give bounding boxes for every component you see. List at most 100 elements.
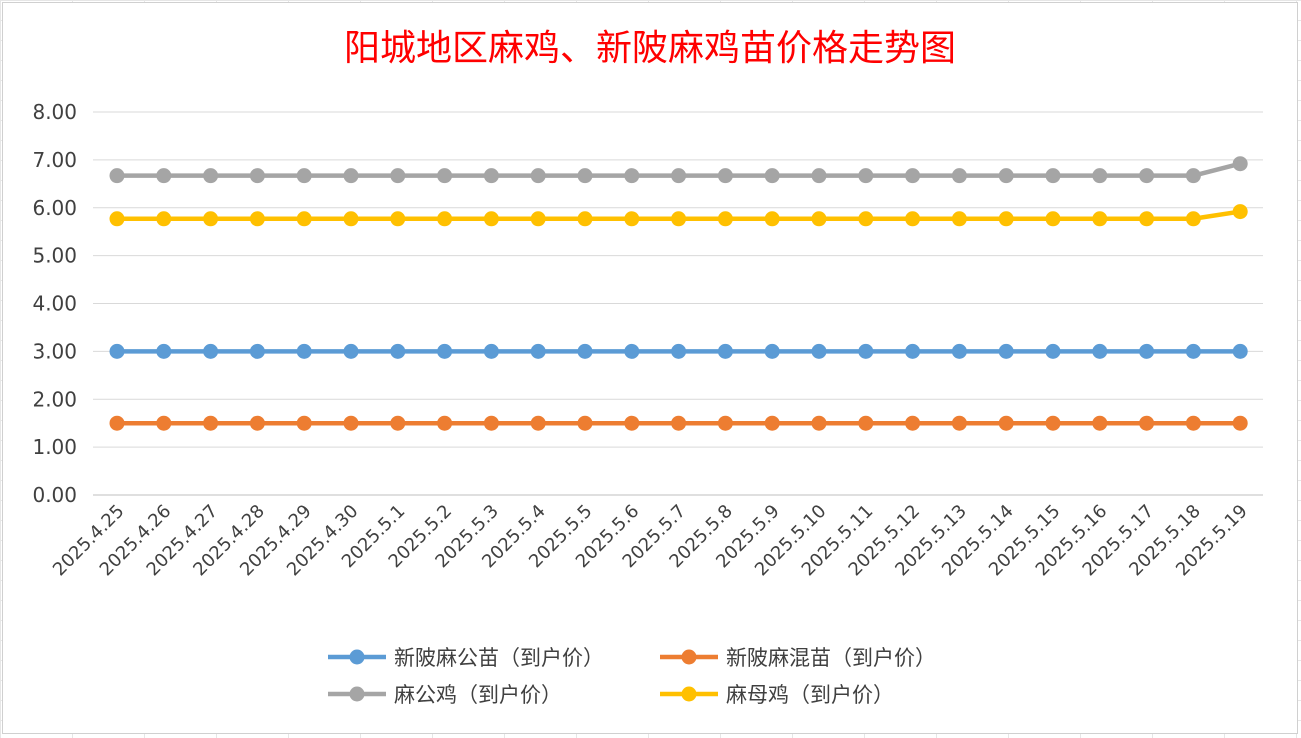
data-point	[764, 168, 780, 184]
data-point	[1232, 156, 1248, 172]
legend-item[interactable]: 新陂麻公苗（到户价）	[328, 646, 604, 670]
data-point	[156, 415, 172, 431]
legend-item[interactable]: 麻母鸡（到户价）	[660, 683, 894, 707]
data-point	[343, 211, 359, 227]
data-point	[624, 343, 640, 359]
data-point	[905, 168, 921, 184]
data-point	[390, 211, 406, 227]
data-point	[717, 168, 733, 184]
chart-title: 阳城地区麻鸡、新陂麻鸡苗价格走势图	[344, 28, 956, 69]
data-point	[811, 211, 827, 227]
legend-marker	[349, 649, 365, 665]
legend-label: 麻母鸡（到户价）	[726, 683, 894, 707]
data-point	[1045, 168, 1061, 184]
data-point	[109, 415, 125, 431]
legend-item[interactable]: 麻公鸡（到户价）	[328, 683, 562, 707]
data-point	[343, 415, 359, 431]
data-point	[671, 168, 687, 184]
data-point	[249, 168, 265, 184]
data-point	[1092, 343, 1108, 359]
data-point	[1185, 343, 1201, 359]
data-point	[671, 211, 687, 227]
data-point	[1092, 168, 1108, 184]
data-point	[437, 211, 453, 227]
data-point	[671, 415, 687, 431]
data-point	[624, 415, 640, 431]
data-point	[1139, 168, 1155, 184]
data-point	[109, 211, 125, 227]
data-point	[1185, 211, 1201, 227]
y-tick-label: 4.00	[32, 292, 77, 316]
legend[interactable]: 新陂麻公苗（到户价） 新陂麻混苗（到户价） 麻公鸡（到户价） 麻母鸡（到户价）	[328, 646, 936, 707]
data-point	[858, 343, 874, 359]
data-point	[437, 343, 453, 359]
data-point	[905, 211, 921, 227]
legend-item[interactable]: 新陂麻混苗（到户价）	[660, 646, 936, 670]
data-point	[390, 168, 406, 184]
series-line	[109, 343, 1248, 359]
data-point	[998, 343, 1014, 359]
data-point	[1139, 343, 1155, 359]
data-point	[998, 415, 1014, 431]
data-point	[951, 415, 967, 431]
y-axis-labels: 0.00 1.00 2.00 3.00 4.00 5.00 6.00 7.00 8.00	[32, 100, 77, 507]
data-point	[1139, 211, 1155, 227]
x-axis-labels: 2025.4.252025.4.262025.4.272025.4.282025…	[49, 501, 1252, 581]
data-point	[296, 415, 312, 431]
data-point	[483, 415, 499, 431]
data-point	[717, 415, 733, 431]
data-point	[530, 211, 546, 227]
data-point	[1139, 415, 1155, 431]
data-point	[203, 415, 219, 431]
data-point	[858, 211, 874, 227]
y-tick-label: 0.00	[32, 483, 77, 507]
data-point	[811, 415, 827, 431]
data-point	[717, 211, 733, 227]
data-point	[951, 343, 967, 359]
data-point	[577, 343, 593, 359]
series-line	[109, 156, 1248, 184]
data-point	[483, 168, 499, 184]
data-point	[951, 168, 967, 184]
data-point	[577, 168, 593, 184]
series-group	[109, 156, 1248, 431]
data-point	[905, 415, 921, 431]
data-point	[1185, 415, 1201, 431]
legend-label: 新陂麻混苗（到户价）	[726, 646, 936, 670]
data-point	[109, 168, 125, 184]
data-point	[764, 415, 780, 431]
data-point	[296, 211, 312, 227]
data-point	[998, 211, 1014, 227]
data-point	[811, 168, 827, 184]
data-point	[1045, 211, 1061, 227]
data-point	[671, 343, 687, 359]
data-point	[483, 343, 499, 359]
data-point	[624, 211, 640, 227]
data-point	[1185, 168, 1201, 184]
data-point	[109, 343, 125, 359]
data-point	[624, 168, 640, 184]
y-tick-label: 7.00	[32, 148, 77, 172]
data-point	[951, 211, 967, 227]
data-point	[998, 168, 1014, 184]
data-point	[483, 211, 499, 227]
data-point	[764, 211, 780, 227]
series-line	[109, 415, 1248, 431]
legend-marker	[681, 686, 697, 702]
data-point	[1045, 415, 1061, 431]
data-point	[203, 343, 219, 359]
data-point	[858, 168, 874, 184]
data-point	[156, 211, 172, 227]
data-point	[1092, 211, 1108, 227]
data-point	[577, 211, 593, 227]
data-point	[296, 343, 312, 359]
y-tick-label: 3.00	[32, 339, 77, 363]
data-point	[437, 168, 453, 184]
legend-marker	[681, 649, 697, 665]
data-point	[1232, 415, 1248, 431]
series-line	[109, 204, 1248, 227]
data-point	[530, 168, 546, 184]
data-point	[1232, 343, 1248, 359]
data-point	[249, 415, 265, 431]
